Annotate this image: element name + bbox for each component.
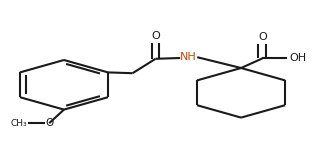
Text: NH: NH xyxy=(180,52,197,62)
Text: O: O xyxy=(45,118,53,128)
Text: CH₃: CH₃ xyxy=(11,119,28,128)
Text: O: O xyxy=(151,31,160,41)
Text: OH: OH xyxy=(289,53,306,63)
Text: O: O xyxy=(258,32,267,42)
